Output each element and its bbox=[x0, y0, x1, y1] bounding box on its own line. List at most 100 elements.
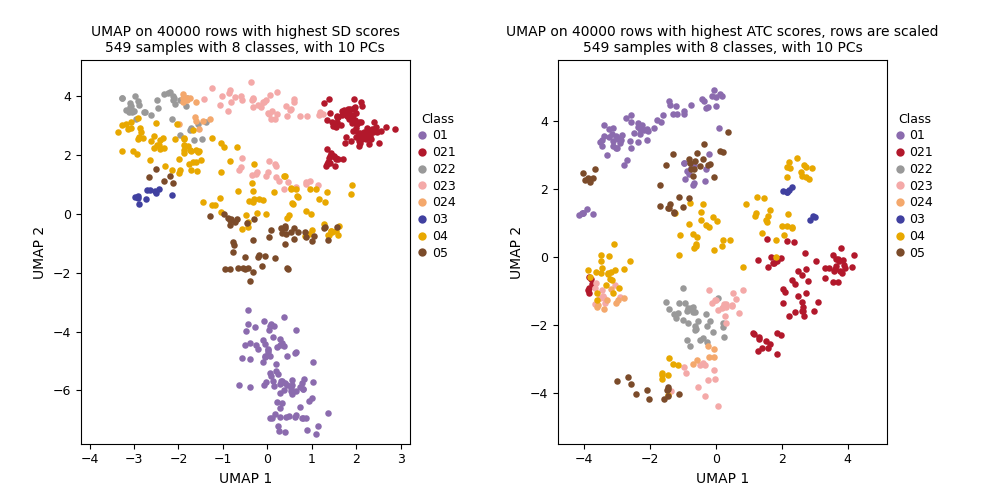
Point bbox=[760, 344, 776, 352]
Point bbox=[172, 166, 188, 174]
Point bbox=[283, 385, 299, 393]
Point bbox=[339, 112, 355, 120]
Point bbox=[231, 166, 247, 174]
Point bbox=[804, 164, 821, 172]
Point bbox=[322, 152, 338, 160]
Point bbox=[289, 193, 305, 201]
Point bbox=[322, 154, 338, 162]
Point bbox=[687, 242, 704, 250]
Point bbox=[334, 111, 350, 119]
Point bbox=[705, 299, 721, 307]
Point bbox=[260, 346, 276, 354]
Point bbox=[768, 236, 784, 244]
Point bbox=[316, 110, 332, 118]
Point bbox=[781, 185, 797, 194]
Point bbox=[151, 141, 167, 149]
Point bbox=[238, 211, 254, 219]
Point bbox=[246, 196, 262, 204]
Point bbox=[325, 228, 341, 236]
Point bbox=[668, 313, 684, 322]
Point bbox=[268, 162, 284, 170]
Point bbox=[171, 169, 187, 177]
Point bbox=[245, 187, 261, 196]
Point bbox=[718, 312, 734, 320]
Point bbox=[703, 160, 719, 168]
Point bbox=[826, 267, 842, 275]
Point bbox=[155, 176, 171, 184]
Point bbox=[240, 264, 256, 272]
Point bbox=[697, 140, 713, 148]
Point bbox=[287, 185, 303, 193]
Point bbox=[193, 156, 209, 164]
Legend: 01, 021, 022, 023, 024, 03, 04, 05: 01, 021, 022, 023, 024, 03, 04, 05 bbox=[896, 113, 932, 260]
Point bbox=[626, 129, 642, 137]
Point bbox=[806, 213, 823, 221]
Point bbox=[800, 174, 816, 182]
Point bbox=[675, 107, 691, 115]
Point bbox=[298, 414, 314, 422]
Point bbox=[233, 92, 249, 100]
Point bbox=[632, 131, 648, 139]
Point bbox=[793, 168, 809, 176]
Point bbox=[660, 204, 676, 212]
Point bbox=[583, 275, 599, 283]
Point bbox=[147, 119, 163, 128]
Point bbox=[337, 139, 353, 147]
Point bbox=[705, 328, 721, 336]
Point bbox=[613, 136, 629, 144]
Point bbox=[630, 138, 646, 146]
Point bbox=[227, 241, 243, 249]
Point bbox=[597, 299, 613, 307]
Point bbox=[198, 118, 214, 126]
Point bbox=[344, 181, 360, 189]
Point bbox=[654, 375, 670, 384]
Point bbox=[688, 240, 705, 248]
Point bbox=[174, 98, 191, 106]
Point bbox=[670, 251, 686, 260]
Point bbox=[680, 195, 697, 203]
Point bbox=[764, 259, 780, 267]
Point bbox=[576, 209, 592, 217]
Point bbox=[616, 294, 632, 302]
Point bbox=[207, 201, 223, 209]
Point bbox=[276, 342, 292, 350]
Point bbox=[310, 422, 327, 430]
Point bbox=[576, 210, 592, 218]
Point bbox=[120, 125, 136, 134]
Point bbox=[268, 367, 284, 375]
Point bbox=[175, 134, 192, 142]
Point bbox=[795, 312, 811, 321]
Point bbox=[595, 142, 611, 150]
Point bbox=[133, 129, 149, 137]
Point bbox=[345, 119, 361, 127]
Point bbox=[323, 109, 339, 117]
Point bbox=[716, 303, 732, 311]
Point bbox=[775, 187, 791, 195]
Point bbox=[269, 398, 285, 406]
Point bbox=[603, 285, 619, 293]
Point bbox=[580, 266, 596, 274]
Point bbox=[214, 140, 230, 148]
Point bbox=[699, 221, 715, 229]
Point bbox=[303, 225, 320, 233]
Point bbox=[346, 105, 362, 113]
Point bbox=[623, 380, 639, 388]
Point bbox=[277, 224, 293, 232]
Point bbox=[708, 102, 724, 110]
Point bbox=[295, 414, 311, 422]
Point bbox=[612, 139, 628, 147]
Point bbox=[735, 286, 751, 294]
Point bbox=[707, 375, 723, 384]
Point bbox=[639, 137, 655, 145]
Point bbox=[318, 198, 334, 206]
Point bbox=[229, 215, 245, 223]
Point bbox=[363, 136, 379, 144]
Point bbox=[639, 386, 655, 394]
Point bbox=[787, 308, 803, 317]
Point bbox=[361, 141, 377, 149]
Point bbox=[344, 115, 360, 123]
Point bbox=[387, 125, 403, 133]
Point bbox=[319, 145, 335, 153]
Point bbox=[185, 127, 202, 135]
Point bbox=[248, 170, 264, 178]
